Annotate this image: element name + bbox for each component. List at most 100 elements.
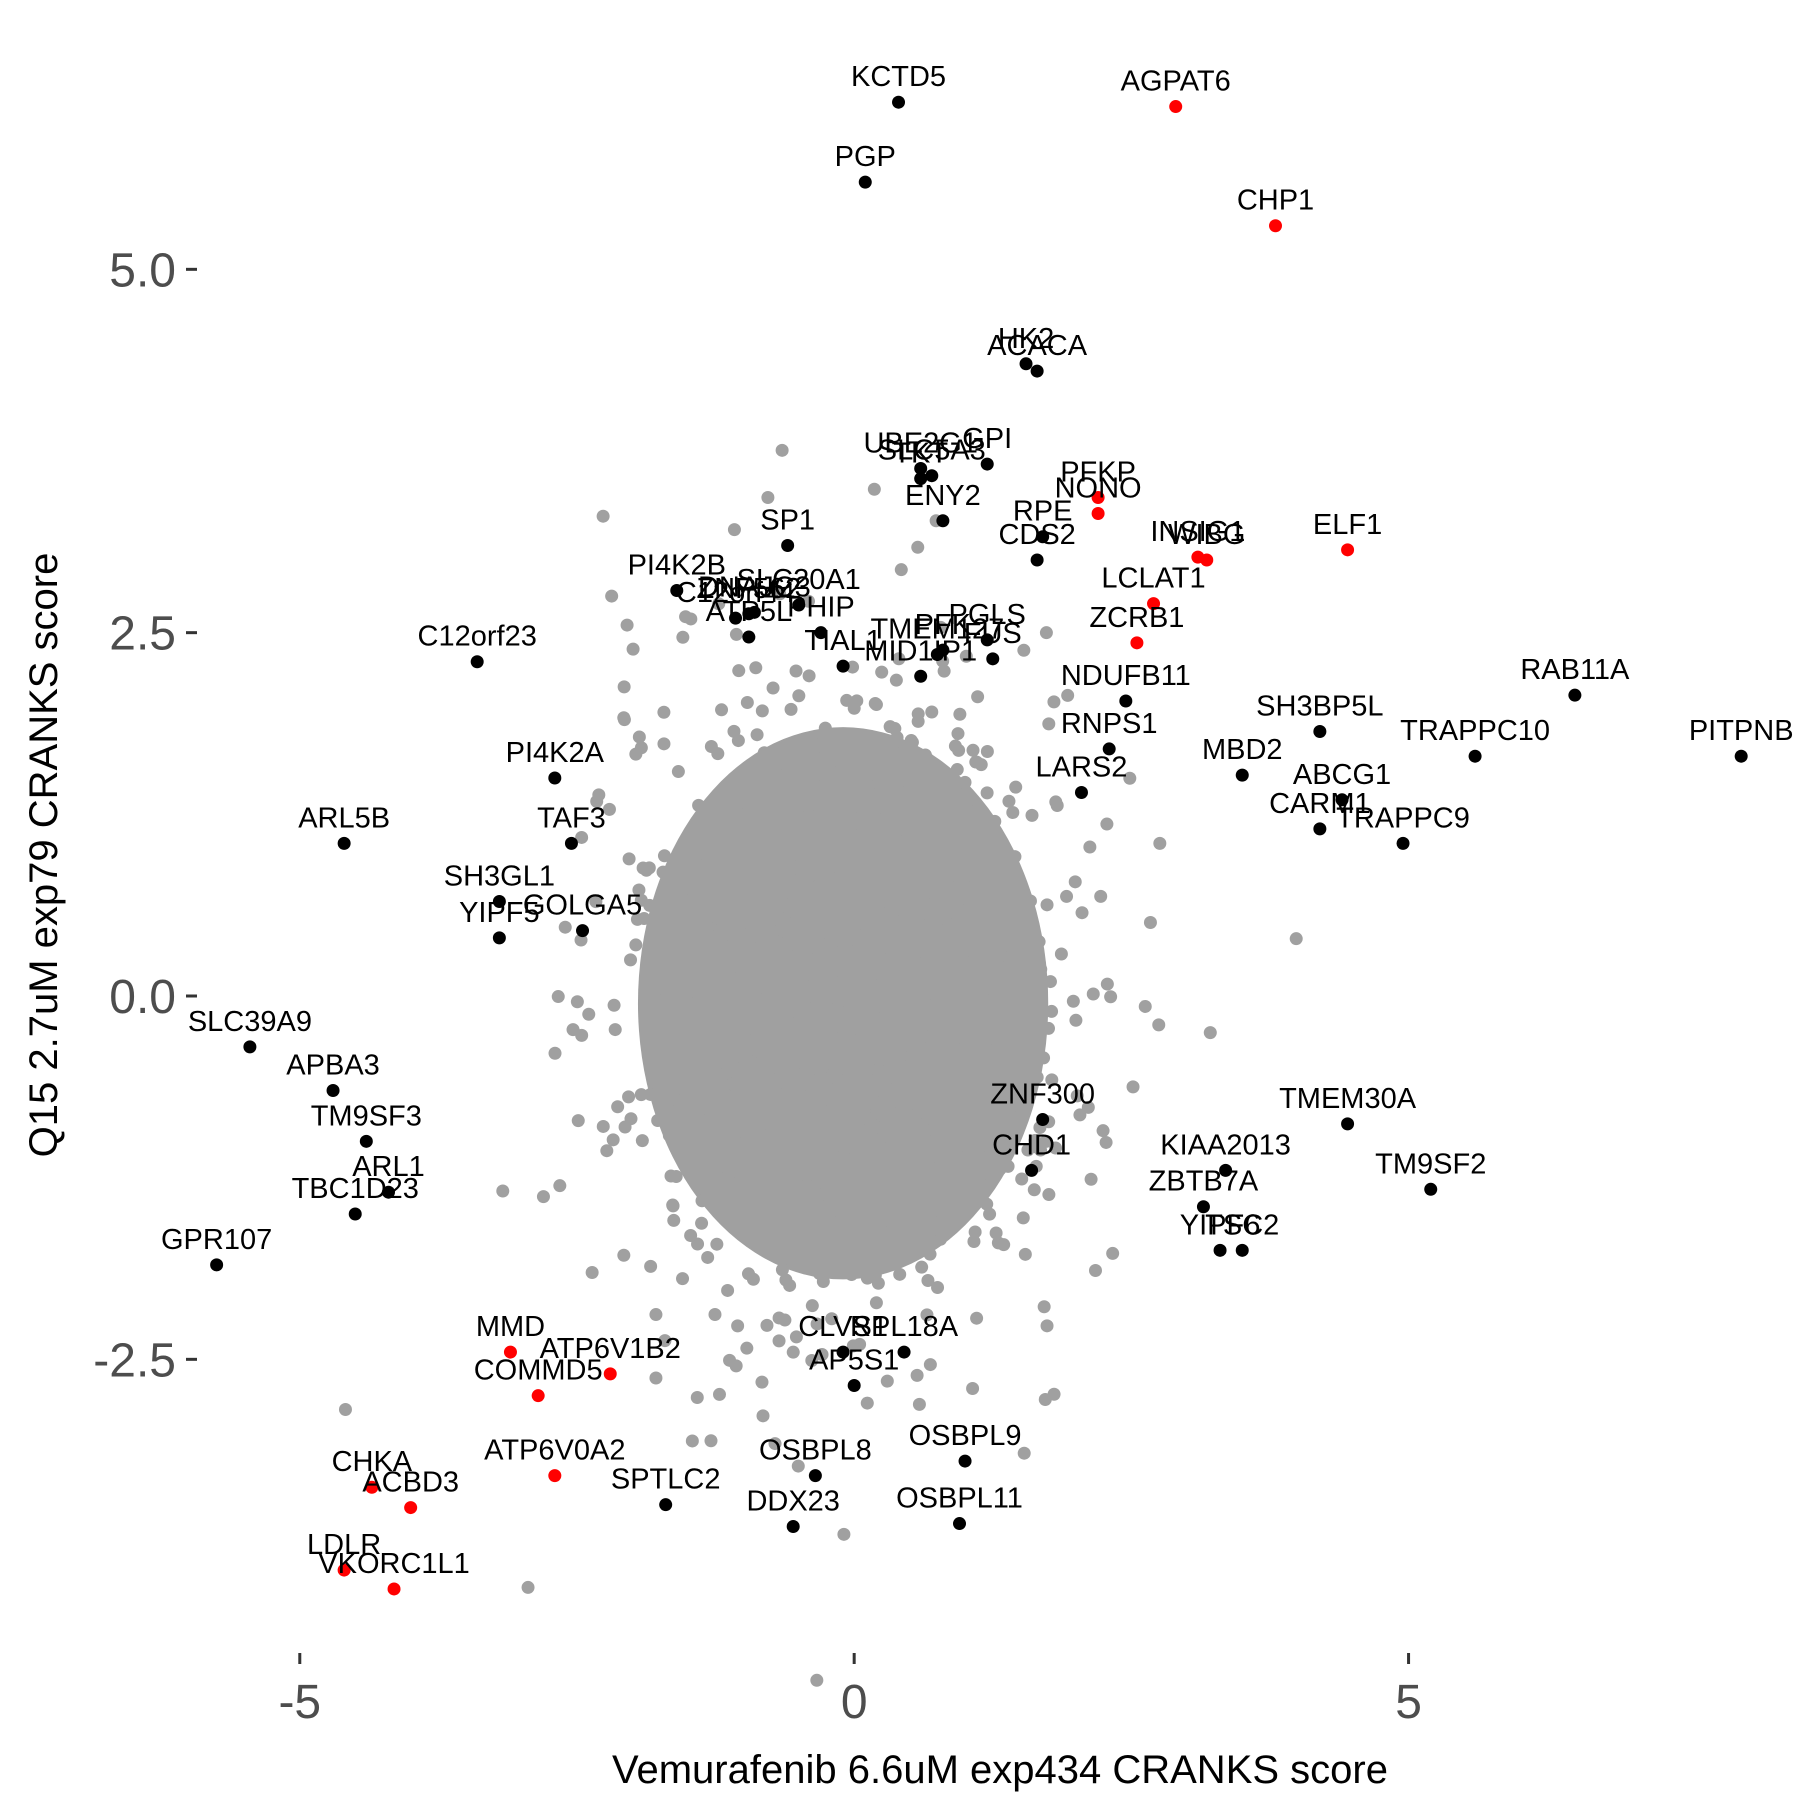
background-point xyxy=(704,1023,718,1037)
background-point xyxy=(920,1308,934,1322)
background-point xyxy=(885,1068,899,1082)
point-c12orf23 xyxy=(470,655,484,669)
background-point xyxy=(922,775,936,789)
label-tial1: TIAL1 xyxy=(804,625,881,657)
background-point xyxy=(1061,688,1075,702)
background-point xyxy=(1060,889,1074,903)
background-point xyxy=(948,739,962,753)
background-point xyxy=(893,915,907,929)
x-tick-label: 0 xyxy=(841,1676,868,1729)
label-commd5: COMMD5 xyxy=(474,1355,603,1387)
background-point xyxy=(795,1130,809,1144)
background-point xyxy=(739,1023,753,1037)
background-point xyxy=(806,1197,820,1211)
background-point xyxy=(731,937,745,951)
background-point xyxy=(551,990,565,1004)
background-point xyxy=(1045,1073,1059,1087)
point-wibg xyxy=(1200,553,1214,567)
background-point xyxy=(860,1396,874,1410)
background-point xyxy=(951,727,965,741)
label-slc20a1: SLC20A1 xyxy=(737,564,861,596)
background-point xyxy=(751,755,765,769)
background-point xyxy=(967,1190,981,1204)
point-rpe xyxy=(1036,530,1050,544)
background-point xyxy=(735,766,749,780)
background-point xyxy=(750,728,764,742)
background-point xyxy=(924,830,938,844)
point-ap5s1 xyxy=(847,1378,861,1392)
label-vkorc1l1: VKORC1L1 xyxy=(318,1548,470,1580)
background-point xyxy=(978,858,992,872)
background-point xyxy=(968,879,982,893)
label-sp1: SP1 xyxy=(760,504,815,536)
background-point xyxy=(919,954,933,968)
point-osbpl9 xyxy=(958,1454,972,1468)
background-point xyxy=(596,509,610,523)
background-point xyxy=(667,915,681,929)
background-point xyxy=(810,841,824,855)
background-point xyxy=(759,789,773,803)
background-point xyxy=(969,913,983,927)
point-atp6v0a2 xyxy=(548,1469,562,1483)
background-point xyxy=(942,918,956,932)
point-sh3gl1 xyxy=(492,895,506,909)
background-point xyxy=(925,1220,939,1234)
background-point xyxy=(901,1108,915,1122)
background-point xyxy=(856,1131,870,1145)
background-point xyxy=(727,995,741,1009)
background-point xyxy=(720,977,734,991)
background-point xyxy=(1066,994,1080,1008)
background-point xyxy=(938,1047,952,1061)
background-point xyxy=(961,1148,975,1162)
point-tial1 xyxy=(836,659,850,673)
background-point xyxy=(617,713,631,727)
background-point xyxy=(650,913,664,927)
background-point xyxy=(775,443,789,457)
background-point xyxy=(763,923,777,937)
background-point xyxy=(778,1313,792,1327)
background-point xyxy=(771,974,785,988)
background-point xyxy=(893,770,907,784)
background-point xyxy=(730,909,744,923)
background-point xyxy=(763,1118,777,1132)
background-point xyxy=(768,1437,782,1451)
label-trappc10: TRAPPC10 xyxy=(1400,715,1550,747)
background-point xyxy=(684,1107,698,1121)
background-point xyxy=(925,705,939,719)
background-point xyxy=(869,1296,883,1310)
background-point xyxy=(833,1099,847,1113)
background-point xyxy=(731,1319,745,1333)
background-point xyxy=(883,950,897,964)
background-point xyxy=(906,1091,920,1105)
background-point xyxy=(685,1434,699,1448)
background-point xyxy=(970,1094,984,1108)
background-point xyxy=(916,882,930,896)
background-point xyxy=(699,949,713,963)
background-point xyxy=(861,1182,875,1196)
label-insig1: INSIG1 xyxy=(1150,516,1245,548)
point-chp1 xyxy=(1269,219,1283,233)
background-point xyxy=(851,740,865,754)
background-point xyxy=(678,935,692,949)
background-point xyxy=(851,890,865,904)
background-point xyxy=(698,1101,712,1115)
background-point xyxy=(723,1055,737,1069)
y-tick-label: -2.5 xyxy=(93,1334,176,1387)
background-point xyxy=(496,1184,510,1198)
point-arl1 xyxy=(381,1185,395,1199)
background-point xyxy=(907,1134,921,1148)
background-point xyxy=(708,879,722,893)
background-point xyxy=(548,1046,562,1060)
background-point xyxy=(838,1142,852,1156)
background-point xyxy=(738,883,752,897)
background-point xyxy=(684,1228,698,1242)
background-point xyxy=(824,1034,838,1048)
background-point xyxy=(710,1105,724,1119)
point-ldlr xyxy=(337,1563,351,1577)
point-tbc1d23 xyxy=(348,1207,362,1221)
background-point xyxy=(981,1044,995,1058)
point-pgls xyxy=(980,633,994,647)
background-point xyxy=(755,704,769,718)
background-point xyxy=(856,840,870,854)
background-point xyxy=(793,849,807,863)
